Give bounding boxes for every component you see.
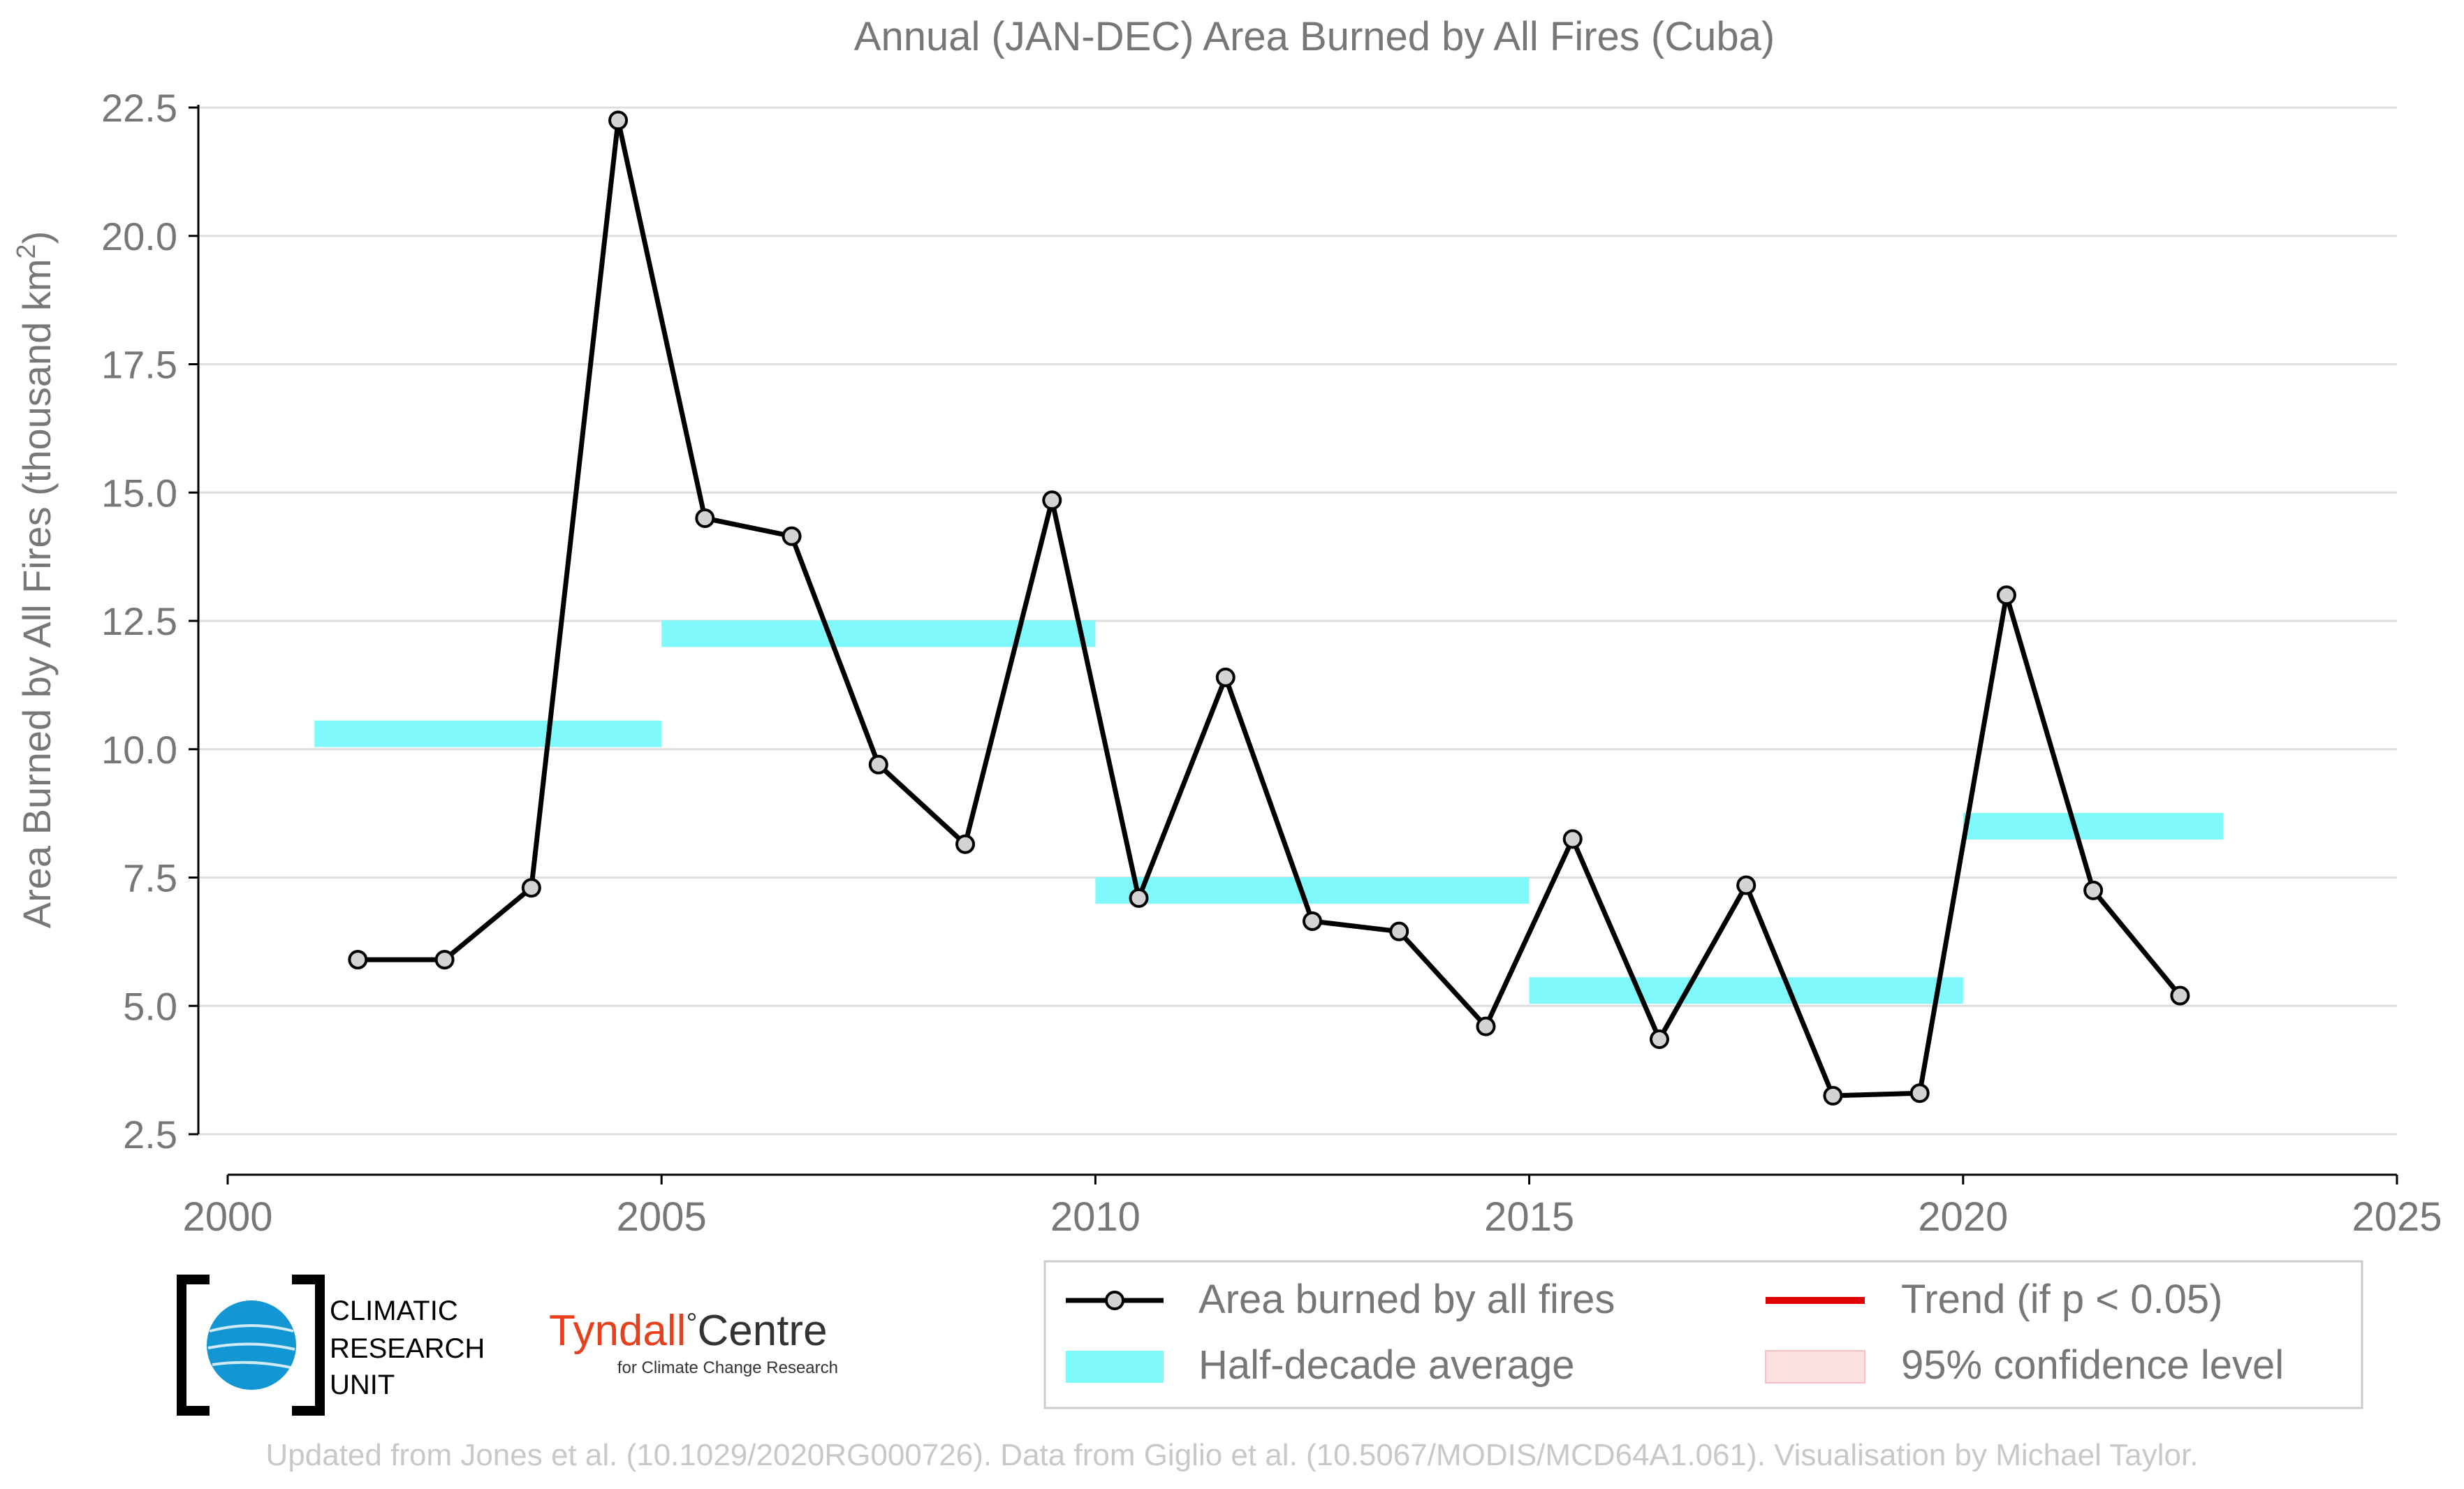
y-tick-label: 15.0 — [101, 471, 177, 515]
data-point — [608, 110, 629, 131]
legend-half-decade-swatch — [1066, 1351, 1164, 1383]
axes — [189, 105, 2398, 1184]
footer-credits: Updated from Jones et al. (10.1029/2020R… — [266, 1438, 2199, 1472]
data-point — [1389, 921, 1409, 941]
half-decade-bar — [1529, 977, 1963, 1004]
data-point — [1736, 875, 1757, 895]
grid-lines — [197, 106, 2397, 1136]
data-point — [1996, 585, 2016, 606]
legend-frame — [1043, 1260, 2363, 1409]
y-tick-label: 5.0 — [123, 984, 177, 1028]
x-tick-label: 2025 — [2352, 1194, 2442, 1240]
y-tick-label: 7.5 — [123, 856, 177, 900]
x-tick-label: 2000 — [182, 1194, 272, 1240]
legend-label-trend: Trend (if p < 0.05) — [1901, 1277, 2222, 1322]
y-tick-label: 10.0 — [101, 728, 177, 772]
y-axis-label-close: ) — [15, 231, 59, 244]
half-decade-bar — [1963, 813, 2224, 839]
data-point — [434, 950, 455, 970]
tyndall-tagline: for Climate Change Research — [617, 1358, 838, 1377]
y-tick-label: 22.5 — [101, 86, 177, 130]
tyndall-name-part-2: Centre — [697, 1307, 827, 1355]
legend-confidence-swatch — [1765, 1350, 1865, 1384]
x-tick-label: 2005 — [617, 1194, 707, 1240]
half-decade-bar — [1095, 876, 1530, 904]
y-tick-label: 2.5 — [123, 1113, 177, 1157]
half-decade-bar — [661, 620, 1096, 647]
data-point — [2170, 985, 2190, 1006]
legend: Area burned by all fires Trend (if p < 0… — [1043, 1260, 2363, 1409]
half-decade-average-series — [314, 620, 2224, 1004]
data-point — [868, 754, 888, 775]
data-point — [1649, 1029, 1669, 1050]
y-axis-label: Area Burned by All Fires (thousand km2) — [12, 231, 59, 928]
legend-label-half-decade: Half-decade average — [1198, 1342, 1574, 1388]
legend-label-area-burned: Area burned by all fires — [1198, 1277, 1615, 1322]
area-burned-series — [348, 110, 2190, 1106]
y-axis-label-superscript: 2 — [12, 244, 41, 258]
data-point — [695, 508, 715, 528]
legend-label-confidence: 95% confidence level — [1901, 1342, 2284, 1388]
data-point — [1823, 1085, 1843, 1106]
y-tick-label: 20.0 — [101, 214, 177, 258]
data-point — [1562, 829, 1583, 849]
data-point — [1042, 490, 1062, 511]
svg-text:Tyndall°Centre: Tyndall°Centre — [549, 1307, 828, 1355]
y-tick-label: 12.5 — [101, 599, 177, 643]
cru-name-line-3: UNIT — [330, 1370, 395, 1400]
y-tick-label: 17.5 — [101, 343, 177, 387]
x-tick-labels: 2000 2005 2010 2015 2020 2025 — [182, 1194, 2442, 1240]
tyndall-logo: Tyndall°Centre for Climate Change Resear… — [549, 1307, 838, 1377]
x-tick-label: 2010 — [1050, 1194, 1141, 1240]
half-decade-bar — [314, 720, 662, 747]
cru-name-line-1: CLIMATIC — [330, 1296, 458, 1326]
data-point — [955, 834, 976, 854]
y-tick-labels: 2.5 5.0 7.5 10.0 12.5 15.0 17.5 20.0 22.5 — [101, 86, 177, 1157]
x-tick-label: 2020 — [1918, 1194, 2008, 1240]
chart-title: Annual (JAN-DEC) Area Burned by All Fire… — [854, 14, 1775, 59]
data-point — [521, 878, 541, 898]
cru-name-line-2: RESEARCH — [330, 1333, 485, 1364]
area-burned-line — [358, 117, 2183, 1099]
data-point — [1476, 1016, 1496, 1036]
tyndall-name-part-1: Tyndall — [549, 1307, 686, 1355]
data-point — [1909, 1083, 1930, 1103]
data-point — [1215, 667, 1235, 687]
data-point — [782, 526, 802, 546]
data-point — [2083, 880, 2104, 900]
y-axis-label-main: Area Burned by All Fires (thousand km — [15, 259, 59, 929]
x-tick-label: 2015 — [1484, 1194, 1574, 1240]
legend-marker-swatch — [1105, 1291, 1124, 1310]
data-point — [1303, 911, 1322, 931]
data-point — [348, 950, 368, 970]
cru-logo: CLIMATIC RESEARCH UNIT — [177, 1275, 485, 1416]
tyndall-degree: ° — [686, 1308, 697, 1339]
data-point — [1129, 888, 1149, 908]
